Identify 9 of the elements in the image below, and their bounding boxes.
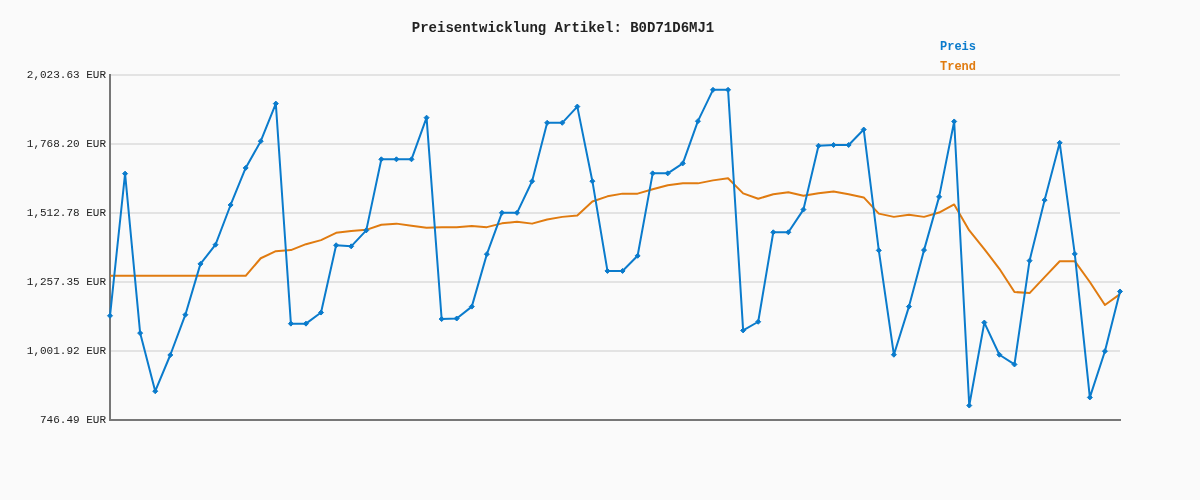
chart-title: Preisentwicklung Artikel: B0D71D6MJ1 bbox=[411, 19, 715, 36]
text: Preis bbox=[940, 40, 977, 55]
y-tick-label: 1,001.92 EUR bbox=[26, 344, 107, 357]
y-tick-label: 1,512.78 EUR bbox=[26, 206, 107, 219]
y-tick-label: 746.49 EUR bbox=[39, 413, 107, 426]
y-tick-label: 1,257.35 EUR bbox=[26, 275, 107, 288]
y-tick-label: 1,768.20 EUR bbox=[26, 137, 107, 150]
y-tick-label: 2,023.63 EUR bbox=[26, 68, 107, 81]
text: Trend bbox=[940, 60, 977, 75]
